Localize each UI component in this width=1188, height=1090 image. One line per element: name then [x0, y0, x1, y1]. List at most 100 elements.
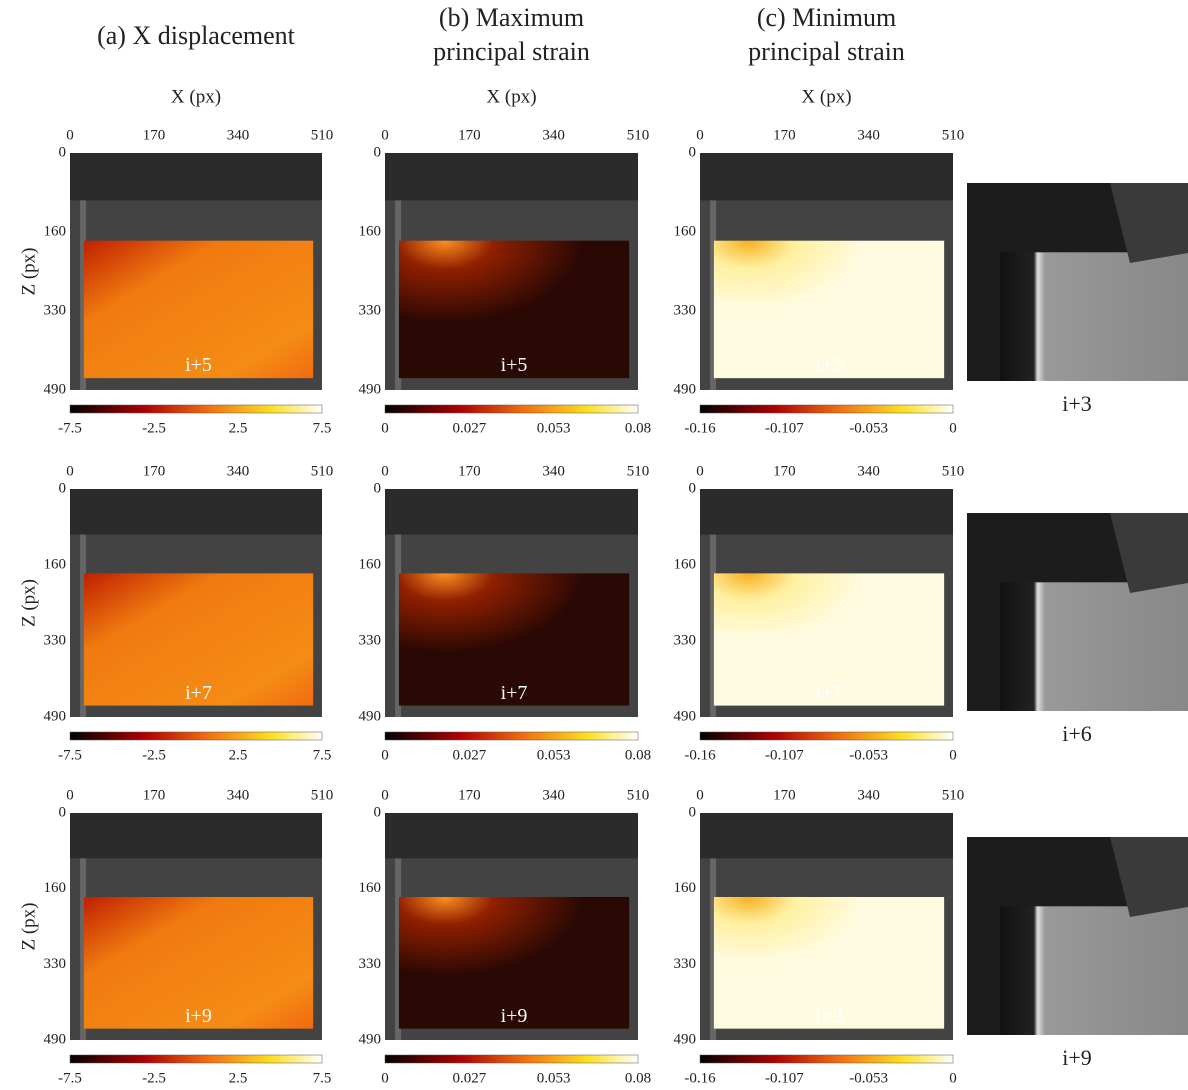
- colorbar-tick-label: 0: [381, 420, 389, 436]
- colorbar: [384, 404, 639, 414]
- x-tick-label: 340: [542, 463, 565, 479]
- colorbar-tick-label: -0.107: [765, 1070, 804, 1086]
- specimen-edge: [395, 858, 402, 1040]
- colorbar-tick-label: -7.5: [58, 747, 82, 763]
- z-tick-label: 330: [44, 956, 67, 972]
- colorbar-tick-label: 0.08: [625, 420, 651, 436]
- frame-label: i+5: [501, 354, 528, 376]
- x-tick-label: 170: [773, 127, 796, 143]
- colorbar-tick-label: 0: [949, 420, 957, 436]
- colorbar-tick-label: 0.027: [452, 1070, 486, 1086]
- x-tick-label: 170: [143, 463, 166, 479]
- frame-label: i+7: [816, 682, 843, 704]
- colorbar-tick-label: -7.5: [58, 420, 82, 436]
- z-tick-label: 0: [689, 144, 697, 160]
- field-map: [398, 240, 630, 379]
- z-tick-label: 490: [44, 381, 67, 397]
- colorbar-tick-label: -0.053: [849, 747, 888, 763]
- z-axis-label: Z (px): [18, 247, 39, 295]
- colorbar: [69, 1054, 323, 1064]
- frame-label: i+7: [501, 682, 528, 704]
- column-title: (b) Maximum: [439, 3, 584, 32]
- z-tick-label: 160: [674, 556, 697, 572]
- colorbar-tick-label: 2.5: [229, 1070, 248, 1086]
- x-tick-label: 510: [311, 127, 334, 143]
- z-axis-label: Z (px): [18, 579, 39, 627]
- z-tick-label: 330: [674, 956, 697, 972]
- photo-label: i+3: [1062, 391, 1092, 416]
- photo-workpiece: [1000, 252, 1188, 381]
- x-axis-label: X (px): [801, 86, 851, 107]
- specimen-edge: [710, 200, 717, 390]
- field-map: [713, 896, 945, 1029]
- z-tick-label: 160: [359, 880, 382, 896]
- colorbar-tick-label: 7.5: [313, 747, 332, 763]
- colorbar-tick-label: 0.027: [452, 747, 486, 763]
- z-tick-label: 490: [674, 381, 697, 397]
- x-tick-label: 0: [696, 463, 704, 479]
- colorbar-tick-label: 0.053: [537, 1070, 571, 1086]
- specimen-edge: [710, 858, 717, 1040]
- colorbar-tick-label: 2.5: [229, 420, 248, 436]
- column-title: principal strain: [748, 37, 905, 66]
- x-tick-label: 510: [311, 787, 334, 803]
- x-tick-label: 170: [143, 787, 166, 803]
- z-tick-label: 330: [674, 632, 697, 648]
- specimen-edge: [80, 534, 87, 717]
- z-tick-label: 160: [44, 223, 67, 239]
- colorbar-tick-label: -0.107: [765, 747, 804, 763]
- colorbar-tick-label: 0.053: [537, 420, 571, 436]
- x-tick-label: 170: [773, 463, 796, 479]
- photo-tool: [1110, 513, 1188, 593]
- x-tick-label: 0: [66, 127, 74, 143]
- x-tick-label: 0: [381, 463, 389, 479]
- specimen-edge: [395, 534, 402, 717]
- frame-label: i+9: [816, 1005, 843, 1027]
- photo-tool: [1110, 183, 1188, 263]
- z-tick-label: 0: [689, 480, 697, 496]
- z-tick-label: 330: [359, 302, 382, 318]
- colorbar-tick-label: -2.5: [142, 747, 166, 763]
- colorbar-tick-label: -0.107: [765, 420, 804, 436]
- z-tick-label: 490: [674, 1031, 697, 1047]
- z-tick-label: 0: [59, 804, 67, 820]
- x-tick-label: 340: [857, 787, 880, 803]
- z-tick-label: 330: [44, 632, 67, 648]
- colorbar-tick-label: -0.16: [684, 420, 716, 436]
- z-tick-label: 490: [674, 708, 697, 724]
- frame-label: i+5: [816, 354, 843, 376]
- colorbar: [384, 731, 639, 741]
- colorbar-tick-label: 7.5: [313, 420, 332, 436]
- specimen-edge: [80, 200, 87, 390]
- x-tick-label: 0: [66, 787, 74, 803]
- frame-label: i+9: [501, 1005, 528, 1027]
- photo-label: i+9: [1062, 1045, 1092, 1070]
- x-tick-label: 510: [942, 127, 965, 143]
- z-tick-label: 490: [44, 708, 67, 724]
- column-title: (c) Minimum: [757, 3, 896, 32]
- x-tick-label: 340: [227, 787, 250, 803]
- x-tick-label: 170: [458, 787, 481, 803]
- x-tick-label: 0: [696, 787, 704, 803]
- colorbar: [384, 1054, 639, 1064]
- x-tick-label: 340: [227, 463, 250, 479]
- z-tick-label: 0: [374, 480, 382, 496]
- colorbar-tick-label: 0: [949, 1070, 957, 1086]
- colorbar-tick-label: -0.053: [849, 1070, 888, 1086]
- x-tick-label: 340: [542, 787, 565, 803]
- x-tick-label: 170: [458, 463, 481, 479]
- frame-label: i+9: [185, 1005, 212, 1027]
- colorbar: [69, 404, 323, 414]
- colorbar-tick-label: -0.053: [849, 420, 888, 436]
- z-tick-label: 0: [689, 804, 697, 820]
- z-tick-label: 160: [359, 556, 382, 572]
- specimen-edge: [395, 200, 402, 390]
- z-tick-label: 490: [359, 381, 382, 397]
- colorbar-tick-label: 7.5: [313, 1070, 332, 1086]
- colorbar-tick-label: -2.5: [142, 1070, 166, 1086]
- z-axis-label: Z (px): [18, 902, 39, 950]
- field-map: [713, 573, 945, 706]
- x-tick-label: 170: [458, 127, 481, 143]
- colorbar: [69, 731, 323, 741]
